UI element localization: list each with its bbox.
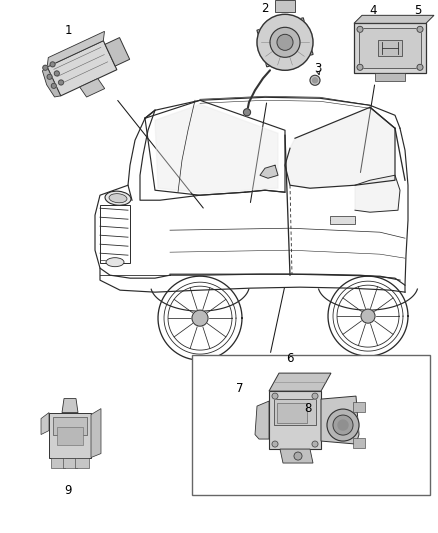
Circle shape — [270, 27, 300, 58]
Circle shape — [47, 74, 52, 79]
Circle shape — [312, 393, 318, 399]
Bar — [378, 41, 402, 56]
Text: 3: 3 — [314, 62, 321, 75]
Bar — [354, 23, 426, 74]
Polygon shape — [62, 399, 78, 413]
Polygon shape — [260, 165, 278, 178]
Polygon shape — [91, 409, 101, 457]
Polygon shape — [275, 1, 295, 12]
Circle shape — [327, 409, 359, 441]
Polygon shape — [47, 41, 117, 96]
Circle shape — [310, 75, 320, 85]
Bar — [375, 74, 405, 82]
Ellipse shape — [105, 191, 131, 205]
Bar — [274, 399, 316, 425]
Text: 9: 9 — [64, 483, 72, 497]
Circle shape — [54, 71, 59, 76]
Polygon shape — [80, 78, 105, 97]
Polygon shape — [105, 38, 130, 66]
Bar — [57, 427, 83, 445]
Bar — [100, 205, 130, 263]
Circle shape — [333, 415, 353, 435]
Circle shape — [357, 26, 363, 33]
Circle shape — [357, 64, 363, 70]
Bar — [269, 391, 321, 449]
Circle shape — [417, 26, 423, 33]
Polygon shape — [269, 373, 331, 391]
Text: 7: 7 — [236, 382, 244, 394]
Circle shape — [257, 14, 313, 70]
Polygon shape — [354, 15, 434, 23]
Bar — [51, 457, 65, 467]
Polygon shape — [42, 67, 61, 97]
Circle shape — [312, 441, 318, 447]
Circle shape — [192, 310, 208, 326]
Text: 6: 6 — [286, 352, 294, 365]
Bar — [353, 402, 365, 412]
Circle shape — [417, 64, 423, 70]
Polygon shape — [255, 401, 269, 439]
Polygon shape — [355, 175, 400, 212]
Bar — [75, 457, 89, 467]
Bar — [330, 216, 355, 224]
Ellipse shape — [109, 193, 127, 203]
Polygon shape — [280, 449, 313, 463]
Bar — [49, 413, 91, 457]
Circle shape — [277, 34, 293, 50]
Circle shape — [51, 83, 56, 88]
Polygon shape — [155, 104, 278, 193]
Polygon shape — [321, 396, 359, 444]
Polygon shape — [41, 413, 49, 434]
Bar — [353, 438, 365, 448]
Circle shape — [43, 65, 48, 70]
Polygon shape — [285, 107, 395, 188]
Circle shape — [244, 109, 251, 116]
Polygon shape — [257, 18, 313, 67]
Ellipse shape — [106, 257, 124, 266]
Bar — [359, 28, 421, 68]
Bar — [63, 457, 77, 467]
Circle shape — [272, 393, 278, 399]
Circle shape — [294, 452, 302, 460]
Circle shape — [312, 78, 318, 83]
Circle shape — [59, 80, 64, 85]
Circle shape — [272, 441, 278, 447]
Text: 8: 8 — [304, 401, 312, 415]
Bar — [192, 355, 430, 495]
Circle shape — [50, 62, 55, 67]
Text: 4: 4 — [369, 4, 377, 17]
Polygon shape — [47, 31, 105, 67]
Circle shape — [338, 420, 348, 430]
Text: 5: 5 — [414, 4, 422, 17]
Text: 2: 2 — [261, 2, 269, 15]
Bar — [53, 417, 87, 434]
Text: 1: 1 — [64, 24, 72, 37]
Circle shape — [361, 309, 375, 323]
Bar — [277, 403, 307, 423]
